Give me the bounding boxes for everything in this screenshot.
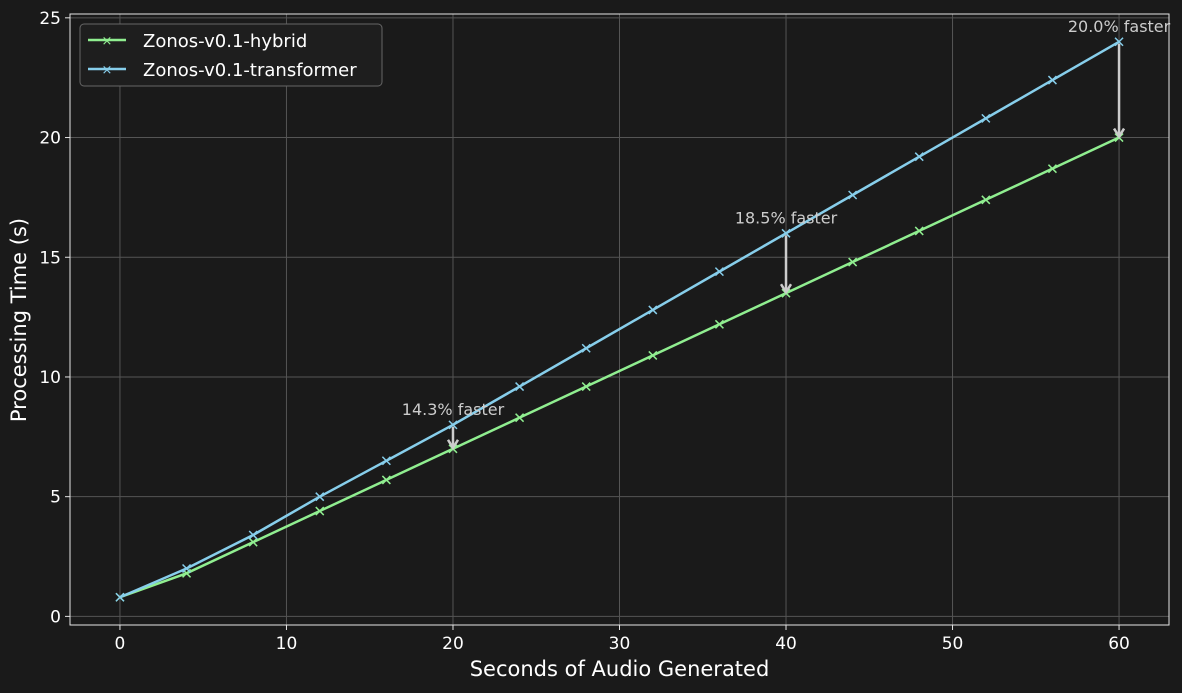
data-point-marker bbox=[248, 537, 258, 547]
legend-marker-transformer: × bbox=[102, 63, 113, 78]
data-point-marker bbox=[848, 190, 858, 200]
legend-box bbox=[79, 23, 383, 87]
data-point-marker bbox=[1047, 75, 1057, 85]
y-tick-label: 15 bbox=[39, 248, 61, 268]
data-point-marker bbox=[115, 592, 125, 602]
data-point-marker bbox=[914, 226, 924, 236]
annotation-label: 14.3% faster bbox=[402, 400, 505, 419]
ticks: 0 10 20 30 40 50 60 0 5 10 15 20 25 bbox=[39, 9, 1130, 654]
x-tick-label: 0 bbox=[115, 634, 126, 654]
data-point-marker bbox=[848, 257, 858, 267]
y-tick-label: 20 bbox=[39, 129, 61, 149]
data-point-marker bbox=[648, 350, 658, 360]
data-point-marker bbox=[581, 382, 591, 392]
series-line-1 bbox=[119, 40, 1120, 599]
arrow-head bbox=[779, 283, 793, 295]
x-tick-label: 40 bbox=[775, 634, 797, 654]
series-group bbox=[115, 37, 1124, 602]
legend-label-hybrid: Zonos-v0.1-hybrid bbox=[143, 31, 307, 52]
y-tick-label: 25 bbox=[39, 9, 61, 29]
data-point-marker bbox=[648, 305, 658, 315]
legend-marker-hybrid: × bbox=[102, 34, 113, 49]
annotations: 14.3% faster 18.5% faster 20.0% faster bbox=[402, 17, 1171, 451]
data-point-marker bbox=[914, 152, 924, 162]
y-tick-label: 10 bbox=[39, 368, 61, 388]
data-point-marker bbox=[381, 475, 391, 485]
x-tick-label: 50 bbox=[942, 634, 964, 654]
data-point-marker bbox=[1047, 164, 1057, 174]
x-tick-label: 30 bbox=[609, 634, 631, 654]
data-point-marker bbox=[1114, 37, 1124, 47]
data-point-marker bbox=[581, 343, 591, 353]
annotation-label: 18.5% faster bbox=[735, 208, 838, 227]
x-tick-label: 10 bbox=[276, 634, 298, 654]
arrow-head bbox=[1112, 127, 1126, 139]
series-line-0 bbox=[119, 136, 1120, 599]
y-axis-label: Processing Time (s) bbox=[7, 218, 31, 422]
x-tick-label: 60 bbox=[1108, 634, 1130, 654]
x-tick-label: 20 bbox=[442, 634, 464, 654]
legend: × Zonos-v0.1-hybrid × Zonos-v0.1-transfo… bbox=[79, 23, 383, 87]
legend-label-transformer: Zonos-v0.1-transformer bbox=[143, 60, 357, 81]
x-axis-label: Seconds of Audio Generated bbox=[470, 657, 770, 681]
y-tick-label: 5 bbox=[50, 488, 61, 508]
data-point-marker bbox=[315, 492, 325, 502]
data-point-marker bbox=[981, 195, 991, 205]
data-point-marker bbox=[515, 382, 525, 392]
data-point-marker bbox=[515, 413, 525, 423]
data-point-marker bbox=[315, 506, 325, 516]
data-point-marker bbox=[781, 228, 791, 238]
data-point-marker bbox=[182, 563, 192, 574]
data-point-marker bbox=[381, 456, 391, 466]
grid bbox=[70, 14, 1169, 625]
data-point-marker bbox=[448, 420, 458, 430]
data-point-marker bbox=[714, 319, 724, 329]
annotation-label: 20.0% faster bbox=[1068, 17, 1171, 36]
y-tick-label: 0 bbox=[50, 607, 61, 627]
data-point-marker bbox=[714, 267, 724, 277]
data-point-marker bbox=[248, 530, 258, 540]
arrow-head bbox=[446, 439, 460, 451]
data-point-marker bbox=[981, 113, 991, 123]
